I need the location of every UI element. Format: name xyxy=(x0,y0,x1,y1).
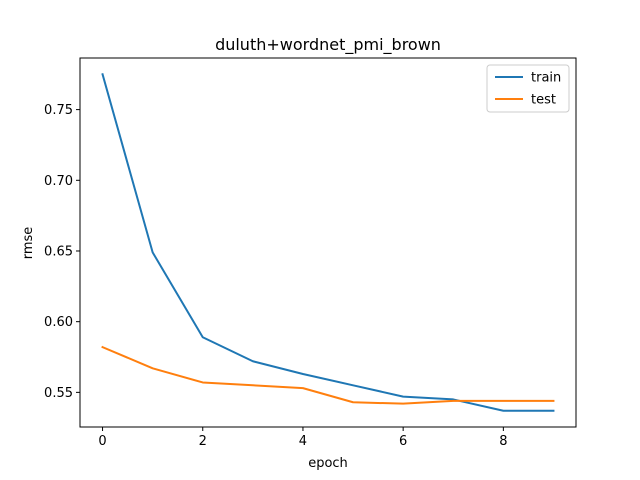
x-tick-label: 8 xyxy=(499,434,507,449)
x-axis-ticks: 0 2 4 6 8 xyxy=(98,427,507,449)
y-tick-label: 0.75 xyxy=(44,103,73,118)
x-tick-label: 6 xyxy=(399,434,407,449)
legend-label-test: test xyxy=(531,93,556,108)
series-line-train xyxy=(101,73,555,412)
axes-frame xyxy=(79,57,577,428)
series-line-test xyxy=(101,345,555,405)
x-tick-label: 0 xyxy=(98,434,106,449)
y-tick-label: 0.55 xyxy=(44,386,73,401)
x-tick-label: 2 xyxy=(199,434,207,449)
legend-label-train: train xyxy=(531,71,561,86)
plot-area xyxy=(101,73,555,412)
x-tick-label: 4 xyxy=(299,434,307,449)
x-axis-label: epoch xyxy=(308,456,348,471)
legend: train test xyxy=(486,64,570,113)
y-tick-label: 0.60 xyxy=(44,315,73,330)
y-axis-label: rmse xyxy=(21,227,36,260)
chart-title: duluth+wordnet_pmi_brown xyxy=(215,35,441,55)
y-tick-label: 0.70 xyxy=(44,174,73,189)
y-axis-ticks: 0.55 0.60 0.65 0.70 0.75 xyxy=(44,103,80,401)
y-tick-label: 0.65 xyxy=(44,244,73,259)
